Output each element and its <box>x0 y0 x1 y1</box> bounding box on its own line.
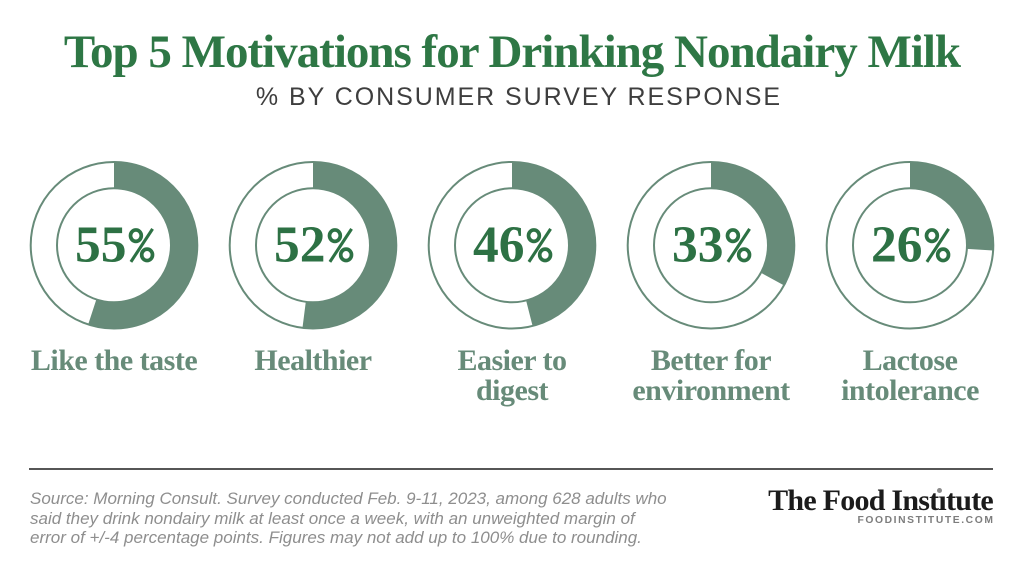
svg-text:46: 46 <box>473 216 525 273</box>
svg-text:52: 52 <box>274 216 326 273</box>
svg-text:55: 55 <box>75 216 127 273</box>
svg-text:33: 33 <box>672 216 724 273</box>
svg-text:26: 26 <box>871 216 923 273</box>
